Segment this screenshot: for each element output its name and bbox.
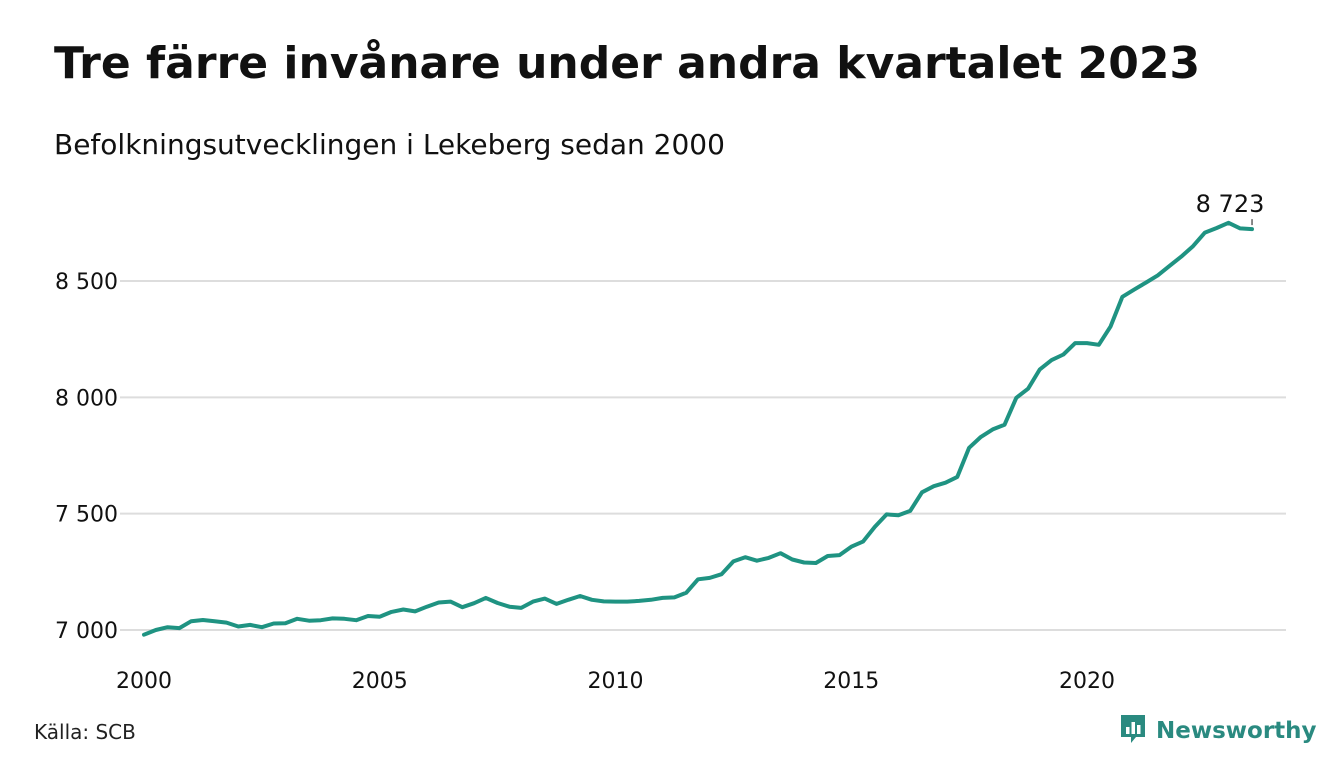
y-tick-label: 8 000 xyxy=(55,386,118,411)
population-line xyxy=(142,220,1254,637)
x-tick-label: 2000 xyxy=(116,669,172,694)
gridlines xyxy=(120,280,1286,631)
brand-logo: Newsworthy xyxy=(1118,712,1317,750)
y-axis-tick-labels: 7 000 7 500 8 000 8 500 xyxy=(55,270,118,644)
y-tick-label: 7 000 xyxy=(55,619,118,644)
source-note: Källa: SCB xyxy=(34,720,136,744)
y-tick-label: 8 500 xyxy=(55,270,118,295)
y-tick-label: 7 500 xyxy=(55,503,118,528)
x-tick-label: 2005 xyxy=(352,669,408,694)
x-tick-label: 2020 xyxy=(1059,669,1115,694)
last-value-label: 8 723 xyxy=(1196,190,1265,218)
x-tick-label: 2010 xyxy=(588,669,644,694)
chart-subtitle: Befolkningsutvecklingen i Lekeberg sedan… xyxy=(54,128,725,161)
chart-title: Tre färre invånare under andra kvartalet… xyxy=(54,38,1201,89)
x-tick-label: 2015 xyxy=(823,669,879,694)
x-axis-tick-labels: 2000 2005 2010 2015 2020 xyxy=(116,669,1115,694)
line-chart: 7 000 7 500 8 000 8 500 2000 2005 2010 2015 202… xyxy=(55,190,1286,694)
brand-name: Newsworthy xyxy=(1156,718,1317,744)
bar-chart-speech-bubble-icon xyxy=(1118,712,1148,750)
